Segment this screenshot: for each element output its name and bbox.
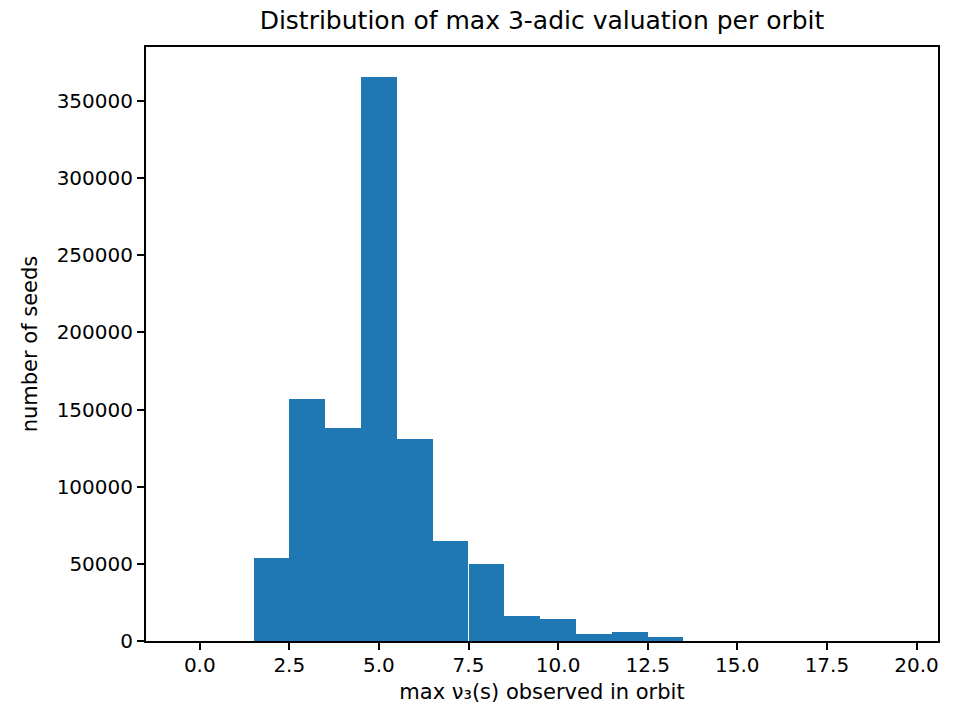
y-tick-mark [137, 486, 144, 488]
y-tick-mark [137, 100, 144, 102]
histogram-bar [325, 428, 361, 641]
x-tick-label: 0.0 [155, 653, 245, 677]
histogram-bar [397, 439, 433, 641]
histogram-bar [361, 77, 397, 641]
x-tick-mark [916, 643, 918, 650]
x-tick-mark [557, 643, 559, 650]
histogram-bar [540, 619, 576, 641]
x-tick-label: 2.5 [244, 653, 334, 677]
x-tick-mark [468, 643, 470, 650]
histogram-bar [469, 564, 505, 641]
histogram-bar [289, 399, 325, 641]
y-tick-label: 100000 [57, 475, 133, 499]
x-tick-mark [736, 643, 738, 650]
y-tick-label: 350000 [57, 89, 133, 113]
x-tick-label: 20.0 [872, 653, 962, 677]
histogram-bar [648, 637, 684, 641]
x-tick-label: 12.5 [603, 653, 693, 677]
y-tick-label: 200000 [57, 320, 133, 344]
y-tick-mark [137, 177, 144, 179]
y-tick-mark [137, 254, 144, 256]
x-tick-mark [288, 643, 290, 650]
x-tick-label: 17.5 [782, 653, 872, 677]
y-tick-label: 150000 [57, 398, 133, 422]
x-tick-label: 15.0 [692, 653, 782, 677]
x-tick-label: 10.0 [513, 653, 603, 677]
x-tick-mark [647, 643, 649, 650]
x-tick-mark [378, 643, 380, 650]
y-tick-label: 50000 [69, 552, 133, 576]
plot-area: 0.02.55.07.510.012.515.017.520.005000010… [144, 45, 940, 643]
y-tick-mark [137, 563, 144, 565]
y-tick-mark [137, 409, 144, 411]
y-tick-mark [137, 331, 144, 333]
histogram-bar [504, 616, 540, 641]
x-tick-mark [826, 643, 828, 650]
figure: Distribution of max 3-adic valuation per… [0, 0, 962, 721]
y-axis-label: number of seeds [18, 256, 42, 433]
chart-title: Distribution of max 3-adic valuation per… [144, 6, 940, 35]
histogram-bar [254, 558, 290, 641]
histogram-bar [433, 541, 469, 641]
y-tick-mark [137, 640, 144, 642]
histogram-bar [612, 632, 648, 641]
x-tick-label: 7.5 [424, 653, 514, 677]
x-axis-label: max ν₃(s) observed in orbit [144, 680, 940, 704]
y-tick-label: 300000 [57, 166, 133, 190]
x-tick-mark [199, 643, 201, 650]
x-tick-label: 5.0 [334, 653, 424, 677]
y-tick-label: 250000 [57, 243, 133, 267]
y-tick-label: 0 [120, 629, 133, 653]
histogram-bar [576, 634, 612, 641]
